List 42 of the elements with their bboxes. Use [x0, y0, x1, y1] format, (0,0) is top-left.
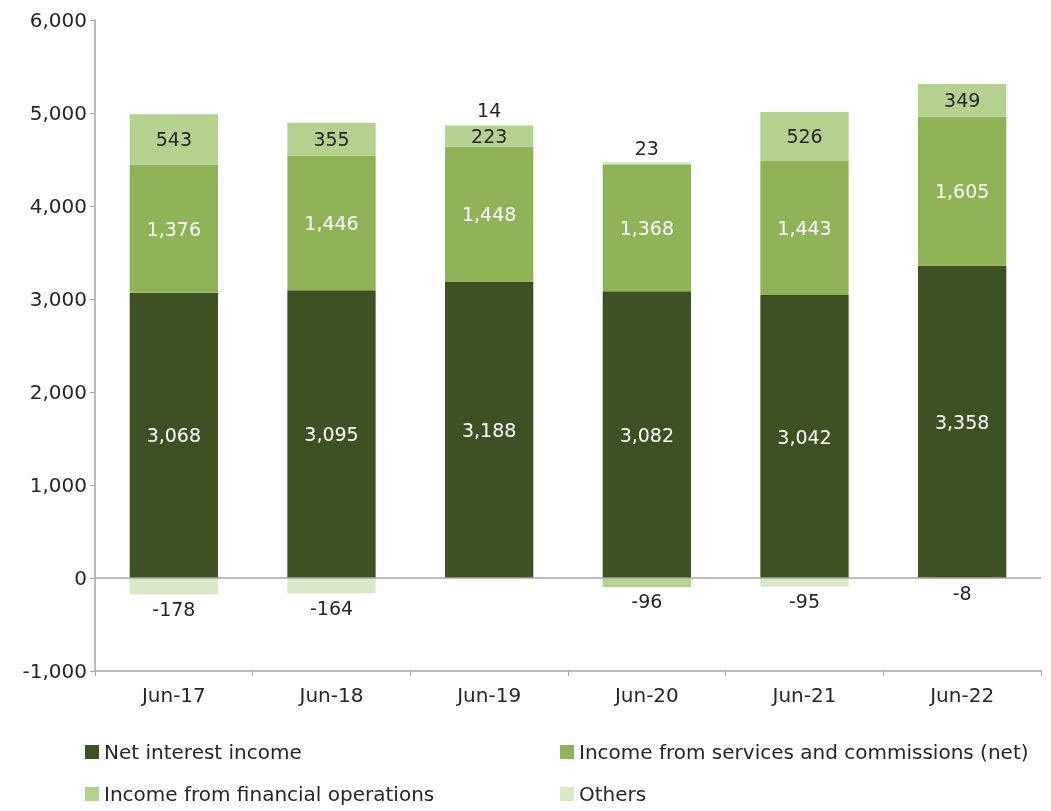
x-tick-label: Jun-21 — [770, 683, 837, 707]
data-label: 526 — [786, 125, 823, 148]
data-label: 3,188 — [461, 418, 517, 441]
data-label: 1,448 — [461, 203, 517, 226]
y-tick-label: 4,000 — [29, 194, 87, 218]
x-tick-label: Jun-20 — [612, 683, 679, 707]
data-label: 3,082 — [619, 423, 675, 446]
data-label: 1,376 — [146, 217, 202, 240]
data-label: 14 — [477, 99, 502, 122]
y-tick-label: 2,000 — [29, 380, 87, 404]
data-label: 355 — [313, 128, 350, 151]
y-tick-label: 5,000 — [29, 101, 87, 125]
data-label: -8 — [952, 582, 972, 605]
y-tick-label: 1,000 — [29, 473, 87, 497]
data-label: 543 — [155, 128, 192, 151]
data-label: 23 — [634, 136, 659, 159]
data-label: -95 — [788, 590, 821, 613]
data-label: 1,443 — [777, 216, 832, 239]
legend-label: Income from services and commissions (net) — [579, 740, 1029, 764]
legend-label: Net interest income — [104, 740, 302, 764]
x-tick-label: Jun-18 — [297, 683, 364, 707]
data-label: 1,368 — [619, 216, 675, 239]
data-label: 349 — [944, 89, 981, 112]
y-tick-label: 6,000 — [29, 8, 87, 32]
y-tick-label: -1,000 — [22, 659, 87, 683]
data-label: 3,358 — [934, 410, 990, 433]
data-label: -164 — [309, 596, 354, 619]
data-label: 3,068 — [146, 424, 202, 447]
legend-label: Income from financial operations — [104, 782, 435, 806]
y-tick-label: 3,000 — [29, 287, 87, 311]
y-tick-label: 0 — [74, 566, 87, 590]
data-label: 1,446 — [304, 211, 359, 234]
x-tick-label: Jun-19 — [455, 683, 522, 707]
x-tick-label: Jun-22 — [928, 683, 995, 707]
data-label: 1,605 — [934, 180, 990, 203]
data-label: 3,042 — [777, 425, 832, 448]
data-label: 223 — [471, 125, 508, 148]
data-label: 3,095 — [304, 423, 359, 446]
x-tick-label: Jun-17 — [139, 683, 206, 707]
legend-label: Others — [579, 782, 647, 806]
data-label: -178 — [152, 598, 196, 621]
data-label: -96 — [631, 590, 663, 613]
